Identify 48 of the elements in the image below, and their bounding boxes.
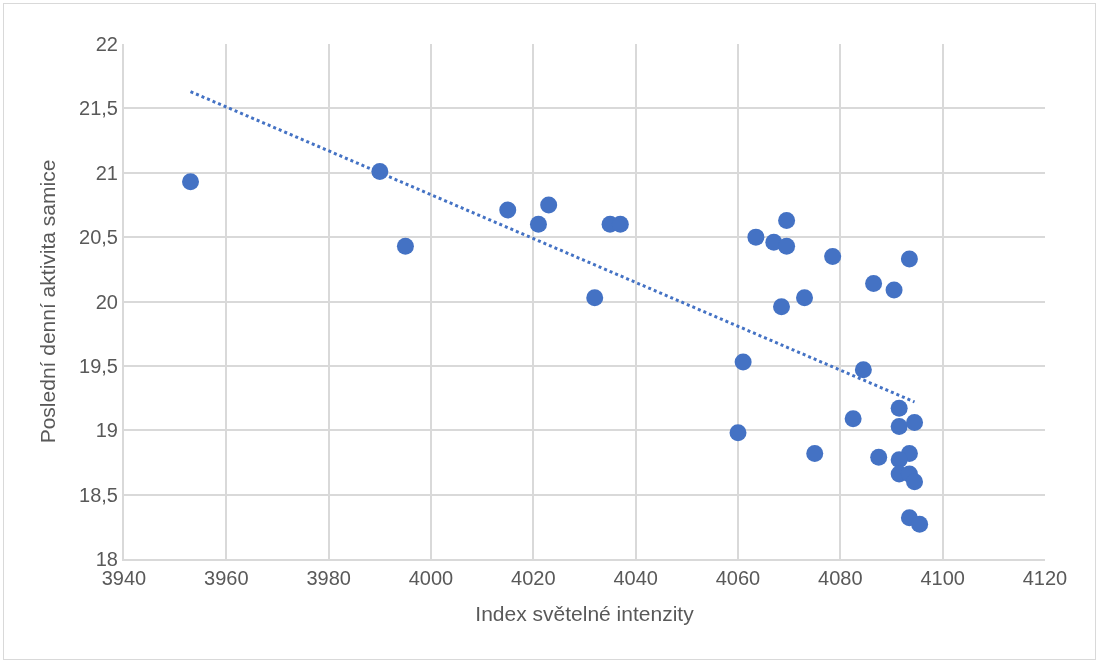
x-tick-label: 3940 bbox=[101, 567, 147, 589]
y-tick-label: 21,5 bbox=[79, 97, 118, 120]
x-axis-title: Index světelné intenzity bbox=[475, 601, 695, 625]
x-tick-label: 4080 bbox=[818, 567, 863, 589]
point bbox=[870, 448, 888, 466]
y-tick-label: 18 bbox=[95, 548, 118, 570]
y-tick-label: 22 bbox=[95, 33, 118, 55]
point bbox=[906, 473, 924, 491]
point bbox=[844, 410, 862, 428]
point bbox=[586, 289, 604, 307]
point bbox=[396, 237, 414, 255]
point bbox=[911, 515, 929, 533]
point bbox=[796, 289, 814, 307]
x-tick-label: 4060 bbox=[715, 567, 761, 589]
x-tick-label: 4020 bbox=[511, 567, 556, 589]
point bbox=[778, 237, 796, 255]
x-tick-label: 4040 bbox=[613, 567, 658, 589]
x-tick-label: 4120 bbox=[1022, 567, 1068, 589]
x-tick-label: 3960 bbox=[204, 567, 249, 589]
y-tick-label: 20,5 bbox=[79, 226, 118, 249]
y-tick-label: 19 bbox=[95, 419, 118, 442]
x-tick-label: 4100 bbox=[920, 567, 965, 589]
point bbox=[900, 250, 918, 268]
y-tick-label: 21 bbox=[95, 161, 118, 184]
point bbox=[890, 417, 908, 435]
point bbox=[890, 399, 908, 417]
point bbox=[540, 196, 558, 214]
x-tick-label: 3980 bbox=[306, 567, 351, 589]
point bbox=[529, 215, 547, 233]
point bbox=[729, 424, 747, 442]
point bbox=[865, 274, 883, 292]
y-tick-label: 20 bbox=[95, 290, 118, 313]
y-tick-label: 18,5 bbox=[79, 483, 118, 506]
y-tick-label: 19,5 bbox=[79, 354, 118, 377]
point bbox=[182, 173, 200, 191]
point bbox=[747, 228, 765, 246]
point bbox=[773, 298, 790, 316]
point bbox=[734, 353, 752, 371]
x-tick-label: 4000 bbox=[408, 567, 454, 589]
point bbox=[854, 361, 872, 379]
point bbox=[806, 444, 824, 462]
point bbox=[885, 281, 903, 299]
point bbox=[890, 451, 908, 469]
point bbox=[906, 414, 924, 432]
point bbox=[499, 201, 517, 219]
y-axis-title: Poslední denní aktivita samice bbox=[35, 159, 59, 444]
point bbox=[778, 211, 796, 229]
point bbox=[824, 247, 842, 265]
